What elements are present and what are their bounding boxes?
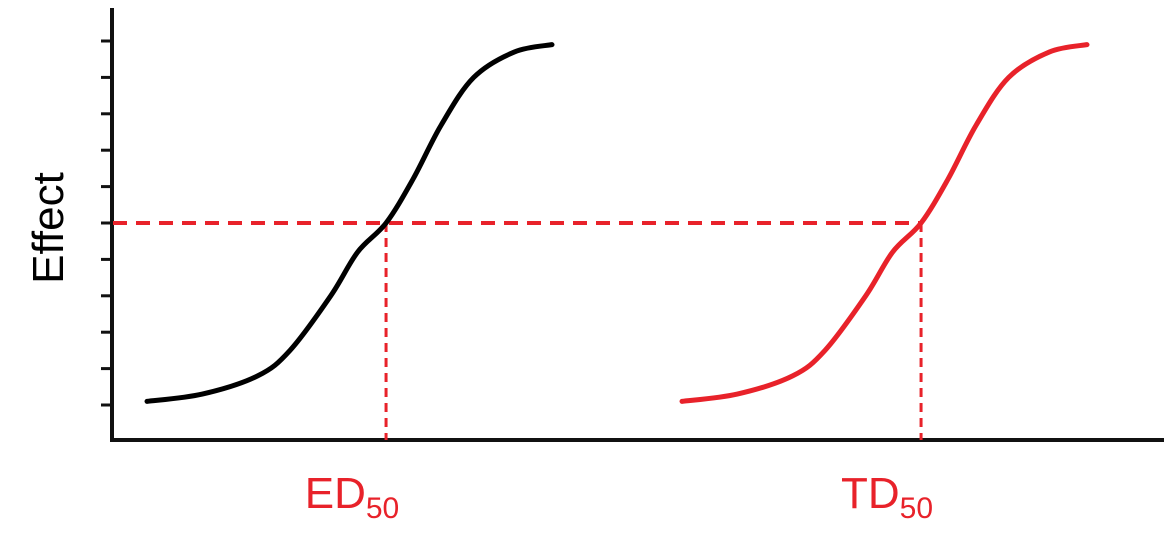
ed50-label-sub: 50	[366, 492, 399, 525]
td50-label-main: TD	[841, 469, 900, 518]
series-1-line	[679, 42, 1090, 404]
ed50-label-main: ED	[305, 469, 366, 518]
reference-lines	[113, 221, 923, 440]
curves	[144, 42, 1090, 404]
td50-label-sub: 50	[900, 492, 933, 525]
series-0-line	[144, 42, 555, 404]
td50-label: TD50	[841, 469, 933, 525]
ed50-label: ED50	[305, 469, 400, 525]
y-axis-label: Effect	[24, 172, 73, 284]
